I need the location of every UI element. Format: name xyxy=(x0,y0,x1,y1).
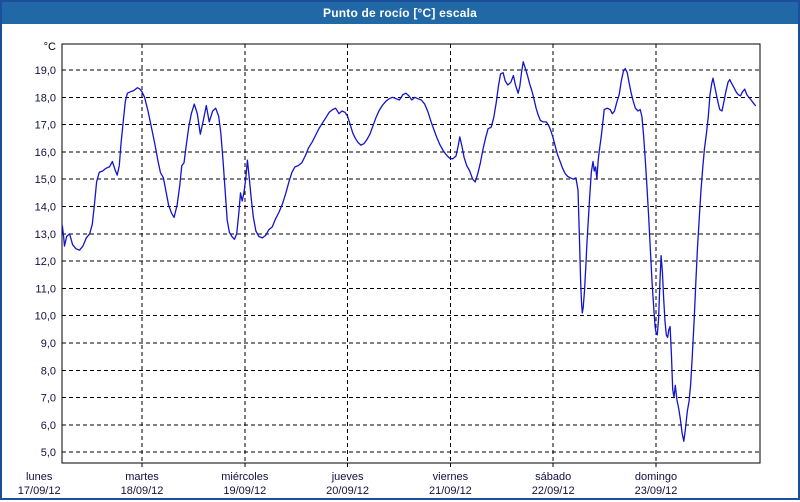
window-title: Punto de rocío [°C] escala xyxy=(322,6,478,20)
y-axis-unit-label: °C xyxy=(44,41,56,53)
x-day-label: lunes xyxy=(26,471,53,483)
y-tick-label: 10,0 xyxy=(35,311,56,323)
y-tick-label: 15,0 xyxy=(35,174,56,186)
x-day-label: jueves xyxy=(331,471,364,483)
y-tick-label: 16,0 xyxy=(35,147,56,159)
y-axis-labels: 19,0 18,0 17,0 16,0 15,0 14,0 13,0 12,0 11,0 10,0… xyxy=(35,65,56,459)
y-tick-label: 13,0 xyxy=(35,229,56,241)
x-day-label: martes xyxy=(125,471,159,483)
chart-region: 19,0 18,0 17,0 16,0 15,0 14,0 13,0 12,0 11,0 10,0… xyxy=(2,24,798,498)
window-titlebar[interactable]: Punto de rocío [°C] escala xyxy=(2,2,798,24)
y-tick-label: 11,0 xyxy=(35,283,56,295)
y-tick-label: 8,0 xyxy=(41,365,56,377)
x-date-label: 17/09/12 xyxy=(18,485,61,497)
x-date-label: 21/09/12 xyxy=(429,485,472,497)
x-date-label: 20/09/12 xyxy=(326,485,369,497)
horizontal-gridlines xyxy=(62,69,760,453)
x-day-label: sábado xyxy=(535,471,571,483)
vertical-gridlines xyxy=(141,44,657,463)
dew-point-line xyxy=(61,61,757,442)
y-tick-label: 12,0 xyxy=(35,256,56,268)
plot-border xyxy=(61,43,761,464)
y-tick-label: 7,0 xyxy=(41,393,56,405)
x-date-label: 23/09/12 xyxy=(635,485,678,497)
x-date-label: 19/09/12 xyxy=(223,485,266,497)
y-tick-label: 18,0 xyxy=(35,92,56,104)
x-day-label: miércoles xyxy=(221,471,269,483)
y-tick-label: 9,0 xyxy=(41,338,56,350)
x-day-label: domingo xyxy=(635,471,677,483)
x-axis-labels: lunes 17/09/12 martes 18/09/12 miércoles 19/0… xyxy=(18,471,678,497)
x-date-label: 18/09/12 xyxy=(121,485,164,497)
x-day-label: viernes xyxy=(433,471,469,483)
y-tick-label: 5,0 xyxy=(41,447,56,459)
x-date-label: 22/09/12 xyxy=(532,485,575,497)
y-tick-label: 19,0 xyxy=(35,65,56,77)
y-tick-label: 17,0 xyxy=(35,120,56,132)
y-tick-label: 14,0 xyxy=(35,202,56,214)
y-tick-label: 6,0 xyxy=(41,420,56,432)
x-axis-ticks xyxy=(141,463,657,467)
